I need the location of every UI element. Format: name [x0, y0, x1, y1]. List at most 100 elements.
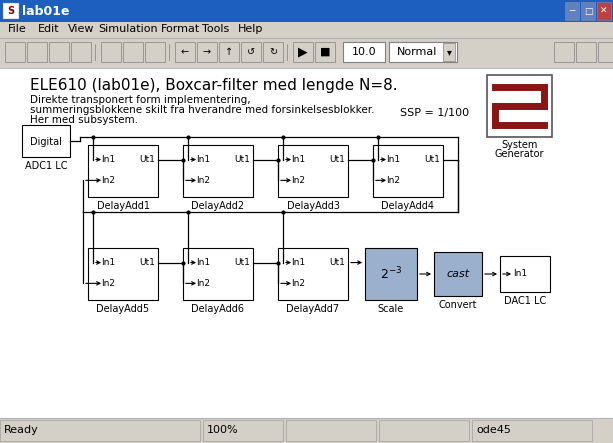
Text: S: S	[7, 6, 15, 16]
Text: View: View	[68, 24, 94, 34]
Text: In1: In1	[291, 258, 305, 267]
Bar	[71, 42, 91, 62]
Text: DelayAdd3: DelayAdd3	[286, 201, 340, 211]
Bar	[554, 42, 574, 62]
Text: ↑: ↑	[225, 47, 233, 57]
Text: In2: In2	[291, 176, 305, 185]
Text: →: →	[203, 47, 211, 57]
Text: Generator: Generator	[495, 149, 544, 159]
Text: In1: In1	[101, 258, 115, 267]
Text: ELE610 (lab01e), Boxcar-filter med lengde N=8.: ELE610 (lab01e), Boxcar-filter med lengd…	[30, 78, 398, 93]
Text: In2: In2	[291, 279, 305, 288]
Bar	[10, 120, 602, 415]
Bar	[3, 3, 19, 19]
Text: In1: In1	[196, 155, 210, 164]
Text: ─: ─	[569, 7, 575, 16]
Text: SSP = 1/100: SSP = 1/100	[400, 108, 469, 118]
Text: In1: In1	[196, 258, 210, 267]
Bar	[389, 42, 457, 62]
Text: Normal: Normal	[397, 47, 437, 57]
Text: DelayAdd2: DelayAdd2	[191, 201, 245, 211]
Text: In1: In1	[513, 269, 527, 279]
Text: In1: In1	[291, 155, 305, 164]
Text: ←: ←	[181, 47, 189, 57]
Text: In1: In1	[101, 155, 115, 164]
Bar	[203, 420, 283, 441]
Bar	[434, 252, 482, 296]
Text: In2: In2	[386, 176, 400, 185]
Text: ADC1 LC: ADC1 LC	[25, 161, 67, 171]
Text: Ut1: Ut1	[424, 155, 440, 164]
Bar	[49, 42, 69, 62]
Bar	[472, 420, 592, 441]
Text: Format: Format	[161, 24, 200, 34]
Text: summeringsblokkene skilt fra hverandre med forsinkelsesblokker.: summeringsblokkene skilt fra hverandre m…	[30, 105, 375, 115]
Bar	[0, 420, 200, 441]
Bar	[183, 145, 253, 197]
Text: In2: In2	[196, 176, 210, 185]
Bar	[315, 42, 335, 62]
Bar	[500, 256, 550, 292]
Text: Tools: Tools	[202, 24, 229, 34]
Bar	[597, 2, 611, 20]
Bar	[27, 42, 47, 62]
Bar	[373, 145, 443, 197]
Text: In1: In1	[386, 155, 400, 164]
Bar	[88, 145, 158, 197]
Text: Ready: Ready	[4, 425, 39, 435]
Text: File: File	[8, 24, 27, 34]
Text: Ut1: Ut1	[234, 258, 250, 267]
Text: 100%: 100%	[207, 425, 238, 435]
Bar	[598, 42, 613, 62]
Bar	[183, 248, 253, 300]
Text: Ut1: Ut1	[139, 155, 155, 164]
Bar	[219, 42, 239, 62]
Bar	[175, 42, 195, 62]
Text: Scale: Scale	[378, 304, 404, 314]
Bar	[263, 42, 283, 62]
Text: ▾: ▾	[446, 47, 451, 57]
Text: Her med subsystem.: Her med subsystem.	[30, 115, 138, 125]
Text: DelayAdd4: DelayAdd4	[381, 201, 435, 211]
Bar	[145, 42, 165, 62]
Bar	[581, 2, 595, 20]
Text: ↺: ↺	[247, 47, 255, 57]
Bar	[278, 145, 348, 197]
Bar	[88, 248, 158, 300]
Bar	[293, 42, 313, 62]
Bar	[487, 75, 552, 137]
Bar	[0, 0, 613, 22]
Text: Ut1: Ut1	[329, 258, 345, 267]
Bar	[123, 42, 143, 62]
Text: $2^{-3}$: $2^{-3}$	[380, 266, 402, 282]
Text: □: □	[584, 7, 592, 16]
Bar	[0, 38, 613, 68]
Text: DelayAdd7: DelayAdd7	[286, 304, 340, 314]
Text: Edit: Edit	[38, 24, 59, 34]
Bar	[365, 248, 417, 300]
Text: ■: ■	[320, 47, 330, 57]
Bar	[5, 42, 25, 62]
Text: ▶: ▶	[298, 46, 308, 58]
Text: Direkte transponert form implementering,: Direkte transponert form implementering,	[30, 95, 251, 105]
Text: 10.0: 10.0	[352, 47, 376, 57]
Text: lab01e: lab01e	[22, 4, 69, 18]
Text: DelayAdd1: DelayAdd1	[96, 201, 150, 211]
Text: In2: In2	[101, 176, 115, 185]
Bar	[22, 125, 70, 157]
Bar	[0, 22, 613, 38]
Bar	[576, 42, 596, 62]
Bar	[443, 43, 455, 61]
Text: DelayAdd5: DelayAdd5	[96, 304, 150, 314]
Bar	[241, 42, 261, 62]
Text: Ut1: Ut1	[139, 258, 155, 267]
Text: Ut1: Ut1	[329, 155, 345, 164]
Bar	[379, 420, 469, 441]
Text: DAC1 LC: DAC1 LC	[504, 296, 546, 306]
Bar	[278, 248, 348, 300]
Text: ↻: ↻	[269, 47, 277, 57]
Bar	[0, 418, 613, 443]
Text: In2: In2	[196, 279, 210, 288]
Text: ✕: ✕	[600, 7, 607, 16]
Bar	[101, 42, 121, 62]
